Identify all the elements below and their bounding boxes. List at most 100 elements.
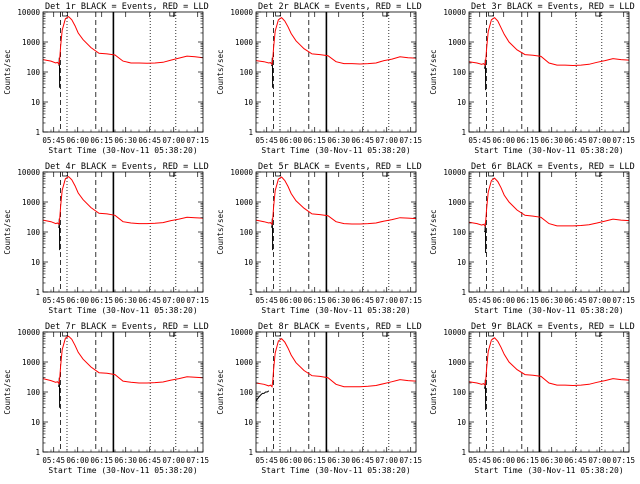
x-tick-label: 06:00 <box>492 456 515 465</box>
panel-title: Det 1r BLACK = Events, RED = LLD <box>45 2 209 12</box>
x-axis-title: Start Time (30-Nov-11 05:38:20) <box>48 146 197 155</box>
series-line-lld <box>469 177 629 227</box>
y-tick-label: 100 <box>26 228 40 237</box>
x-tick-label: 07:15 <box>399 456 422 465</box>
x-tick-label: 06:45 <box>138 136 161 145</box>
y-tick-label: 1 <box>248 288 253 297</box>
y-tick-label: 1000 <box>448 198 467 207</box>
y-tick-label: 100 <box>26 68 40 77</box>
y-tick-label: 10000 <box>230 168 253 177</box>
y-tick-label: 100 <box>239 388 253 397</box>
x-axis-title: Start Time (30-Nov-11 05:38:20) <box>261 146 410 155</box>
x-tick-label: 05:45 <box>42 136 65 145</box>
bracket-mark-right <box>169 172 176 177</box>
x-tick-label: 06:00 <box>279 296 302 305</box>
y-tick-label: 1000 <box>22 358 41 367</box>
bracket-mark-left <box>488 172 494 177</box>
x-tick-label: 06:30 <box>540 296 563 305</box>
bracket-mark-right <box>382 332 389 337</box>
x-axis-title: Start Time (30-Nov-11 05:38:20) <box>261 306 410 315</box>
y-tick-label: 1 <box>248 448 253 457</box>
x-tick-label: 06:45 <box>351 296 374 305</box>
y-axis-title: Counts/sec <box>216 49 225 94</box>
panel-title: Det 4r BLACK = Events, RED = LLD <box>45 162 209 172</box>
x-tick-label: 06:45 <box>138 296 161 305</box>
y-tick-label: 1000 <box>22 198 41 207</box>
x-tick-label: 06:30 <box>327 136 350 145</box>
x-tick-label: 07:15 <box>399 296 422 305</box>
y-tick-label: 10000 <box>230 8 253 17</box>
x-tick-label: 06:45 <box>351 456 374 465</box>
y-tick-label: 1000 <box>22 38 41 47</box>
series-line-events <box>271 57 274 88</box>
x-tick-label: 07:00 <box>375 136 398 145</box>
y-tick-label: 1 <box>35 128 40 137</box>
y-axis-title: Counts/sec <box>3 49 12 94</box>
x-tick-label: 05:45 <box>468 136 491 145</box>
x-tick-label: 06:15 <box>90 456 113 465</box>
series-line-lld <box>43 15 203 66</box>
bracket-mark-right <box>595 12 602 17</box>
x-tick-label: 07:00 <box>588 296 611 305</box>
x-tick-label: 07:15 <box>612 136 635 145</box>
bracket-mark-right <box>382 12 389 17</box>
y-axis-title: Counts/sec <box>3 209 12 254</box>
y-tick-label: 100 <box>452 388 466 397</box>
bracket-mark-right <box>595 172 602 177</box>
x-tick-label: 07:00 <box>162 456 185 465</box>
series-line-lld <box>469 337 629 387</box>
x-tick-label: 07:00 <box>588 136 611 145</box>
bracket-mark-right <box>169 332 176 337</box>
panel-det-3: Det 3r BLACK = Events, RED = LLD 1 10 100 10… <box>429 2 635 155</box>
y-tick-label: 100 <box>452 68 466 77</box>
y-tick-label: 10 <box>457 258 467 267</box>
y-tick-label: 10000 <box>443 328 466 337</box>
y-tick-label: 1000 <box>235 358 254 367</box>
y-tick-label: 10000 <box>17 328 40 337</box>
y-tick-label: 10 <box>244 418 254 427</box>
panel-title: Det 3r BLACK = Events, RED = LLD <box>471 2 635 12</box>
x-tick-label: 05:45 <box>468 296 491 305</box>
series-line-events <box>256 390 270 402</box>
x-tick-label: 05:45 <box>42 296 65 305</box>
x-tick-label: 06:00 <box>66 456 89 465</box>
y-axis-title: Counts/sec <box>3 369 12 414</box>
bracket-mark-right <box>382 172 389 177</box>
series-line-events <box>483 222 487 254</box>
y-tick-label: 100 <box>26 388 40 397</box>
bracket-mark-left <box>488 332 494 337</box>
x-axis-title: Start Time (30-Nov-11 05:38:20) <box>48 306 197 315</box>
panel-det-8: Det 8r BLACK = Events, RED = LLD 1 10 100 10… <box>216 322 422 475</box>
x-tick-label: 05:45 <box>255 136 278 145</box>
bracket-mark-left <box>62 172 68 177</box>
panel-title: Det 8r BLACK = Events, RED = LLD <box>258 322 422 332</box>
y-tick-label: 100 <box>239 68 253 77</box>
y-tick-label: 10000 <box>230 328 253 337</box>
x-tick-label: 06:30 <box>114 296 137 305</box>
series-line-lld <box>256 176 416 226</box>
panel-title: Det 2r BLACK = Events, RED = LLD <box>258 2 422 12</box>
x-tick-label: 06:15 <box>303 456 326 465</box>
panel-title: Det 6r BLACK = Events, RED = LLD <box>471 162 635 172</box>
x-tick-label: 06:00 <box>492 296 515 305</box>
x-tick-label: 07:15 <box>612 296 635 305</box>
panel-det-2: Det 2r BLACK = Events, RED = LLD 1 10 100 10… <box>216 2 422 155</box>
bracket-mark-right <box>595 332 602 337</box>
x-tick-label: 06:15 <box>516 136 539 145</box>
y-tick-label: 1 <box>461 448 466 457</box>
x-axis-title: Start Time (30-Nov-11 05:38:20) <box>48 466 197 475</box>
x-tick-label: 06:15 <box>516 296 539 305</box>
x-tick-label: 07:00 <box>588 456 611 465</box>
x-tick-label: 07:15 <box>186 296 209 305</box>
x-tick-label: 06:15 <box>303 136 326 145</box>
x-tick-label: 07:15 <box>186 456 209 465</box>
panel-det-7: Det 7r BLACK = Events, RED = LLD 1 10 100 10… <box>3 322 209 475</box>
x-axis-title: Start Time (30-Nov-11 05:38:20) <box>474 466 623 475</box>
x-tick-label: 06:30 <box>540 456 563 465</box>
x-tick-label: 06:45 <box>564 456 587 465</box>
x-axis-title: Start Time (30-Nov-11 05:38:20) <box>474 306 623 315</box>
x-tick-label: 06:00 <box>279 456 302 465</box>
y-tick-label: 100 <box>452 228 466 237</box>
y-tick-label: 10 <box>31 258 41 267</box>
